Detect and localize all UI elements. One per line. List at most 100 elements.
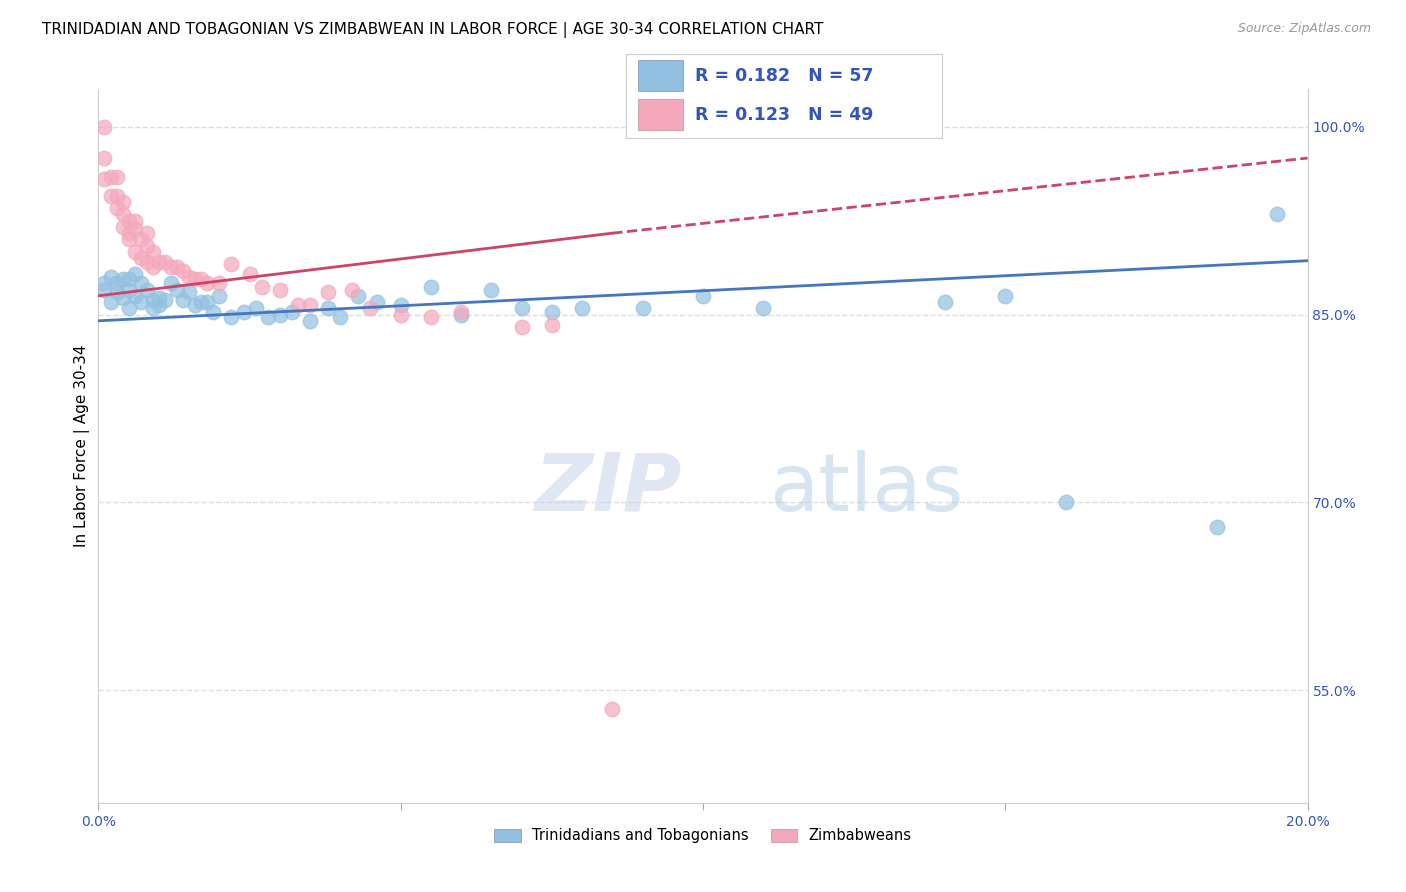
Point <box>129 277 152 291</box>
Point <box>105 277 128 291</box>
Point <box>631 301 654 316</box>
Point <box>366 295 388 310</box>
Point <box>329 310 352 324</box>
Point <box>100 188 122 202</box>
Point <box>202 305 225 319</box>
Bar <box>638 61 683 91</box>
Point <box>100 270 122 285</box>
Point <box>124 222 146 236</box>
Point <box>179 285 201 299</box>
Point <box>142 244 165 259</box>
Point <box>179 270 201 285</box>
Point <box>190 295 212 310</box>
Point <box>160 277 183 291</box>
Point <box>269 308 291 322</box>
Point <box>510 301 533 316</box>
Point <box>184 297 207 311</box>
Point <box>148 297 170 311</box>
Point <box>153 293 176 307</box>
Point <box>135 283 157 297</box>
Point <box>281 305 304 319</box>
Point <box>93 277 115 291</box>
Point <box>148 255 170 269</box>
Point <box>342 283 364 297</box>
Point <box>111 194 134 209</box>
Y-axis label: In Labor Force | Age 30-34: In Labor Force | Age 30-34 <box>75 344 90 548</box>
Point <box>142 301 165 316</box>
Bar <box>638 99 683 130</box>
Point <box>166 260 188 274</box>
Point <box>232 305 254 319</box>
Point <box>118 283 141 297</box>
Point <box>450 308 472 322</box>
Point <box>105 201 128 215</box>
Text: R = 0.123   N = 49: R = 0.123 N = 49 <box>696 105 873 123</box>
Point <box>208 277 231 291</box>
Point <box>172 264 194 278</box>
Point <box>269 283 291 297</box>
Point <box>481 283 503 297</box>
Point <box>160 260 183 274</box>
Point <box>287 297 309 311</box>
Point <box>111 207 134 221</box>
Point <box>299 314 322 328</box>
Point <box>250 280 273 294</box>
Point <box>93 151 115 165</box>
Point <box>124 268 146 282</box>
Point <box>105 285 128 299</box>
Point <box>239 268 262 282</box>
Point <box>752 301 775 316</box>
Point <box>389 297 412 311</box>
Point <box>118 226 141 240</box>
Point <box>844 120 866 134</box>
Point <box>100 169 122 184</box>
Point <box>166 283 188 297</box>
Point <box>105 169 128 184</box>
Point <box>389 308 412 322</box>
Point <box>195 277 218 291</box>
Point <box>316 301 339 316</box>
Text: Source: ZipAtlas.com: Source: ZipAtlas.com <box>1237 22 1371 36</box>
Text: R = 0.182   N = 57: R = 0.182 N = 57 <box>696 67 873 85</box>
Point <box>299 297 322 311</box>
Point <box>124 244 146 259</box>
Point <box>124 289 146 303</box>
Point <box>221 257 243 271</box>
Point <box>142 293 165 307</box>
Point <box>245 301 267 316</box>
Point <box>93 172 115 186</box>
Point <box>129 295 152 310</box>
Point <box>172 293 194 307</box>
Point <box>129 232 152 246</box>
Point <box>195 295 218 310</box>
Point <box>540 318 562 332</box>
Legend: Trinidadians and Tobagonians, Zimbabweans: Trinidadians and Tobagonians, Zimbabwean… <box>488 822 918 849</box>
Point <box>316 285 339 299</box>
Point <box>256 310 278 324</box>
Point <box>100 295 122 310</box>
Point <box>118 301 141 316</box>
Point <box>184 272 207 286</box>
Point <box>129 251 152 265</box>
Text: TRINIDADIAN AND TOBAGONIAN VS ZIMBABWEAN IN LABOR FORCE | AGE 30-34 CORRELATION : TRINIDADIAN AND TOBAGONIAN VS ZIMBABWEAN… <box>42 22 824 38</box>
Point <box>135 238 157 252</box>
Point <box>450 305 472 319</box>
Point <box>93 120 115 134</box>
Point <box>540 305 562 319</box>
Point <box>934 295 956 310</box>
Point <box>124 213 146 227</box>
Text: ZIP: ZIP <box>534 450 681 528</box>
Point <box>360 301 382 316</box>
Point <box>135 226 157 240</box>
Point <box>602 702 624 716</box>
Point <box>571 301 593 316</box>
Point <box>1267 207 1289 221</box>
Point <box>111 272 134 286</box>
Point <box>208 289 231 303</box>
Point <box>1054 495 1077 509</box>
Point <box>118 232 141 246</box>
Point <box>105 188 128 202</box>
Point <box>1206 520 1229 534</box>
Point <box>111 291 134 305</box>
Point <box>510 320 533 334</box>
